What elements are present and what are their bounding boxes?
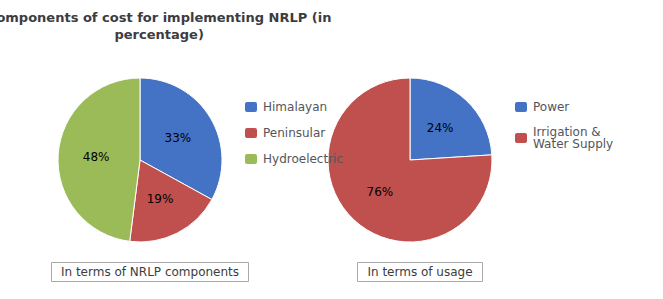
- svg-text:Hydroelectric: Hydroelectric: [263, 152, 343, 166]
- svg-text:24%: 24%: [427, 121, 454, 135]
- svg-text:Components of cost for impleme: Components of cost for implementing NRLP…: [0, 10, 332, 25]
- svg-text:percentage): percentage): [114, 27, 203, 42]
- svg-text:19%: 19%: [147, 192, 174, 206]
- svg-text:Peninsular: Peninsular: [263, 126, 325, 140]
- svg-text:Water Supply: Water Supply: [533, 137, 613, 151]
- svg-text:Himalayan: Himalayan: [263, 100, 327, 114]
- svg-text:Irrigation &: Irrigation &: [533, 125, 601, 139]
- svg-text:76%: 76%: [367, 185, 394, 199]
- svg-text:48%: 48%: [83, 150, 110, 164]
- svg-text:In terms of NRLP components: In terms of NRLP components: [61, 265, 239, 279]
- svg-text:Power: Power: [533, 100, 569, 114]
- svg-text:In terms of usage: In terms of usage: [367, 265, 472, 279]
- svg-text:33%: 33%: [165, 131, 192, 145]
